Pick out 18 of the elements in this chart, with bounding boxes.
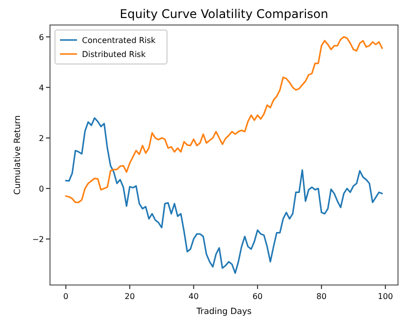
line-series — [65, 36, 383, 204]
y-tick-label: −2 — [32, 235, 44, 244]
y-axis-title: Cumulative Return — [13, 115, 23, 195]
x-tick-label: 20 — [124, 292, 135, 301]
x-tick-label: 100 — [378, 292, 394, 301]
line-series — [65, 117, 383, 274]
x-tick-label: 80 — [316, 292, 327, 301]
legend-label: Distributed Risk — [82, 50, 146, 59]
y-tick-label: 6 — [38, 32, 44, 42]
chart-title: Equity Curve Volatility Comparison — [120, 7, 328, 21]
y-tick-label: 0 — [38, 184, 44, 194]
y-tick-label: 4 — [38, 83, 44, 92]
legend-label: Concentrated Risk — [82, 36, 156, 45]
x-axis-title: Trading Days — [195, 307, 252, 317]
x-tick-label: 0 — [63, 292, 68, 301]
y-tick-label: 2 — [38, 134, 44, 143]
x-tick-label: 40 — [188, 292, 199, 301]
x-tick-label: 60 — [252, 292, 263, 301]
